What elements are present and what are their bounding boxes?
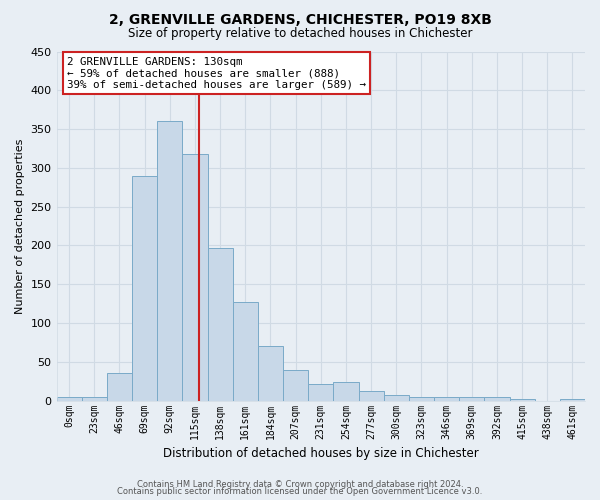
Text: Contains public sector information licensed under the Open Government Licence v3: Contains public sector information licen… (118, 487, 482, 496)
Text: 2 GRENVILLE GARDENS: 130sqm
← 59% of detached houses are smaller (888)
39% of se: 2 GRENVILLE GARDENS: 130sqm ← 59% of det… (67, 56, 366, 90)
Bar (334, 382, 359, 400)
Bar (107, 374, 132, 400)
Bar (509, 399, 535, 400)
Text: Contains HM Land Registry data © Crown copyright and database right 2024.: Contains HM Land Registry data © Crown c… (137, 480, 463, 489)
Y-axis label: Number of detached properties: Number of detached properties (15, 138, 25, 314)
Bar (258, 346, 283, 401)
Bar (56, 397, 82, 400)
Bar (82, 397, 107, 400)
Bar (233, 302, 258, 400)
Bar (459, 397, 484, 400)
Bar (283, 370, 308, 400)
Text: Size of property relative to detached houses in Chichester: Size of property relative to detached ho… (128, 28, 472, 40)
Bar (157, 122, 182, 400)
Bar (560, 399, 585, 400)
Bar (383, 395, 409, 400)
Bar (182, 154, 208, 400)
Bar (208, 248, 233, 400)
Bar (434, 397, 459, 400)
Bar (484, 397, 509, 400)
Bar (359, 390, 383, 400)
X-axis label: Distribution of detached houses by size in Chichester: Distribution of detached houses by size … (163, 447, 479, 460)
Text: 2, GRENVILLE GARDENS, CHICHESTER, PO19 8XB: 2, GRENVILLE GARDENS, CHICHESTER, PO19 8… (109, 12, 491, 26)
Bar (308, 384, 334, 400)
Bar (132, 176, 157, 400)
Bar (409, 397, 434, 400)
